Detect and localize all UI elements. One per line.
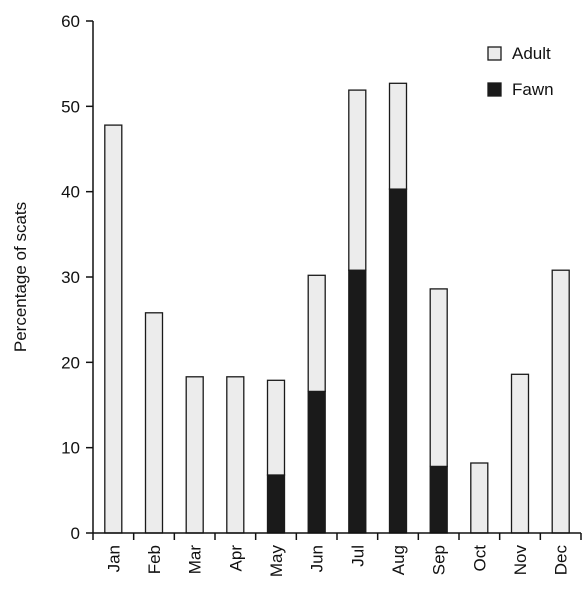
x-tick-label-apr: Apr bbox=[226, 545, 245, 572]
y-tick-label: 60 bbox=[61, 12, 80, 31]
bar-adult-jan bbox=[104, 124, 123, 534]
x-tick-label-aug: Aug bbox=[389, 545, 408, 575]
bar-fawn-aug bbox=[388, 188, 408, 534]
bar-fawn-sep bbox=[429, 465, 448, 534]
bar-adult-jul bbox=[348, 89, 367, 271]
bar-adult-dec bbox=[551, 269, 570, 534]
x-tick-label-sep: Sep bbox=[430, 545, 449, 575]
x-tick-label-dec: Dec bbox=[552, 545, 571, 576]
y-tick-label: 20 bbox=[61, 353, 80, 372]
y-axis-title: Percentage of scats bbox=[11, 202, 30, 352]
y-tick-label: 0 bbox=[71, 524, 80, 543]
y-tick-label: 40 bbox=[61, 183, 80, 202]
y-tick-label: 10 bbox=[61, 439, 80, 458]
bars-layer bbox=[104, 82, 570, 534]
x-tick-label-nov: Nov bbox=[511, 545, 530, 576]
bar-adult-may bbox=[266, 379, 286, 476]
x-tick-label-oct: Oct bbox=[470, 545, 489, 572]
legend-label-adult: Adult bbox=[512, 44, 551, 63]
x-tick-label-may: May bbox=[267, 545, 286, 578]
bar-adult-feb bbox=[144, 312, 164, 534]
bar-fawn-may bbox=[266, 474, 286, 534]
x-tick-label-mar: Mar bbox=[186, 545, 205, 575]
bar-adult-apr bbox=[226, 376, 245, 534]
bar-fawn-jul bbox=[348, 269, 367, 534]
y-tick-label: 30 bbox=[61, 268, 80, 287]
x-tick-label-feb: Feb bbox=[145, 545, 164, 574]
bar-adult-jun bbox=[307, 274, 326, 393]
y-tick-label: 50 bbox=[61, 97, 80, 116]
legend-swatch-adult bbox=[487, 46, 502, 61]
legend-label-fawn: Fawn bbox=[512, 80, 554, 99]
legend-swatch-fawn bbox=[487, 82, 502, 97]
axes-layer: 0 10 20 30 40 50 60 Jan Feb Mar Apr May Jun Jul Aug Sep… bbox=[61, 12, 582, 578]
x-tick-label-jan: Jan bbox=[104, 545, 123, 572]
bar-adult-oct bbox=[470, 462, 489, 534]
x-tick-label-jul: Jul bbox=[348, 545, 367, 567]
legend: Adult Fawn bbox=[487, 44, 554, 99]
bar-adult-mar bbox=[185, 376, 204, 534]
bar-fawn-jun bbox=[307, 390, 326, 534]
bar-adult-sep bbox=[429, 288, 448, 468]
bar-adult-aug bbox=[388, 82, 408, 190]
x-tick-label-jun: Jun bbox=[308, 545, 327, 572]
bar-adult-nov bbox=[510, 373, 530, 534]
